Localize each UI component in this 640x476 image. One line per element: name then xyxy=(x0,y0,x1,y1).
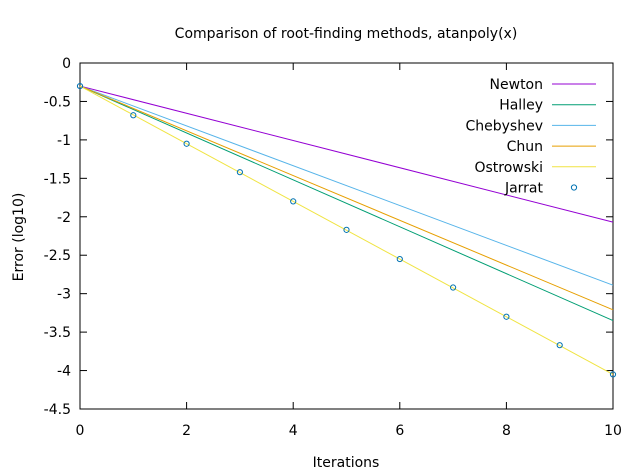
data-point-jarrat xyxy=(609,371,617,378)
data-point-jarrat xyxy=(236,169,243,176)
y-tick-label: -3 xyxy=(57,287,71,303)
series-line-halley xyxy=(79,85,614,322)
legend-label-chebyshev: Chebyshev xyxy=(466,118,544,134)
legend-label-newton: Newton xyxy=(490,77,543,93)
legend: Newton Halley Chebyshev Chun Ostrowski Jarrat xyxy=(466,77,596,197)
data-point-jarrat xyxy=(343,226,350,233)
legend-label-halley: Halley xyxy=(499,98,543,114)
x-tick-label: 6 xyxy=(395,423,404,439)
y-tick-label: -1 xyxy=(57,133,71,149)
x-tick-label: 0 xyxy=(76,423,85,439)
series-line-chun xyxy=(79,85,614,311)
data-point-jarrat xyxy=(130,112,137,119)
y-tick-label: -2.5 xyxy=(44,248,71,264)
series-line-chebyshev xyxy=(79,85,614,286)
y-tick-label: -2 xyxy=(57,210,71,226)
y-tick-label: -3.5 xyxy=(44,325,71,341)
y-axis: 0 -0.5 -1 -1.5 -2 -2.5 -3 -3.5 -4 -4.5 xyxy=(44,56,613,418)
data-point-jarrat xyxy=(76,82,84,90)
x-tick-label: 4 xyxy=(289,423,298,439)
data-point-jarrat xyxy=(396,255,403,263)
series-line-newton xyxy=(79,85,614,223)
plot-area xyxy=(79,62,614,410)
x-axis-label: Iterations xyxy=(313,455,380,471)
series-line-ostrowski xyxy=(79,85,614,375)
data-point-jarrat xyxy=(556,342,563,349)
y-axis-label: Error (log10) xyxy=(11,193,27,282)
y-tick-label: -1.5 xyxy=(44,171,71,187)
y-tick-label: 0 xyxy=(62,56,71,72)
y-tick-label: -4.5 xyxy=(44,402,71,418)
legend-swatch-jarrat xyxy=(570,184,578,191)
x-axis: 0 2 4 6 8 10 xyxy=(76,63,622,439)
data-point-jarrat xyxy=(503,313,510,320)
legend-label-chun: Chun xyxy=(507,139,543,155)
legend-label-ostrowski: Ostrowski xyxy=(474,160,543,176)
data-point-jarrat xyxy=(450,284,457,291)
y-tick-label: -0.5 xyxy=(44,94,71,110)
x-tick-label: 2 xyxy=(182,423,191,439)
x-tick-label: 8 xyxy=(502,423,511,439)
legend-label-jarrat: Jarrat xyxy=(504,181,544,197)
x-tick-label: 10 xyxy=(604,423,622,439)
chart-title: Comparison of root-finding methods, atan… xyxy=(175,26,518,42)
plot-border xyxy=(79,62,614,410)
y-tick-label: -4 xyxy=(57,364,71,380)
data-point-jarrat xyxy=(183,140,190,147)
data-point-jarrat xyxy=(290,198,297,205)
series-layer xyxy=(76,82,617,378)
